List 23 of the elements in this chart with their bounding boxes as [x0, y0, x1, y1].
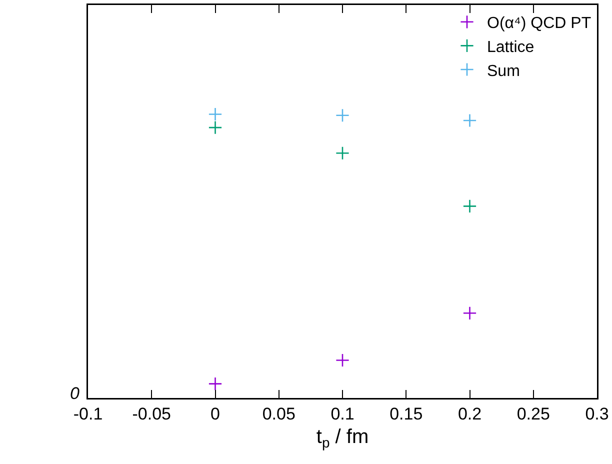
point [208, 120, 222, 135]
text: 0 [70, 384, 80, 403]
legend-label: O(α⁴) QCD PT [487, 15, 592, 32]
x-tick-label: 0.2 [458, 404, 482, 424]
x-axis-title: t$_{p}$ / fm [316, 426, 369, 450]
point [462, 306, 477, 320]
x-tick-label: 0 [210, 404, 220, 424]
point [336, 146, 350, 160]
point [208, 376, 222, 391]
point [462, 199, 477, 214]
legend-label: Lattice [487, 38, 534, 56]
x-tick-label: 0.3 [585, 404, 609, 424]
x-tick-label: -0.05 [132, 404, 172, 424]
x-tick-label: -0.1 [73, 404, 103, 424]
x-tick-label: 0.1 [330, 404, 354, 424]
point [462, 114, 477, 128]
x-tick-label: 0.05 [262, 404, 296, 424]
x-tick-label: 0.15 [390, 404, 423, 424]
legend-label: Sum [487, 62, 520, 80]
point [208, 107, 222, 122]
point [336, 108, 350, 122]
x-tick-label: 0.25 [516, 404, 550, 424]
point [336, 353, 350, 368]
